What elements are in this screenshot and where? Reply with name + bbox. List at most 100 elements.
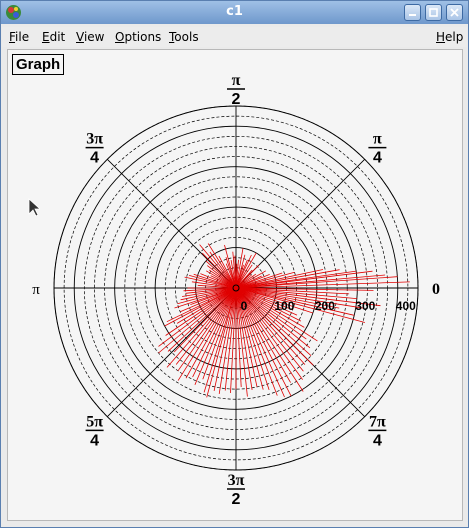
data-spoke bbox=[167, 287, 237, 352]
data-spoke bbox=[191, 281, 237, 289]
data-spoke bbox=[235, 252, 257, 289]
data-spoke bbox=[235, 287, 366, 323]
data-spoke bbox=[185, 287, 237, 294]
data-spoke bbox=[180, 287, 237, 301]
data-spoke bbox=[235, 281, 410, 289]
data-spoke bbox=[235, 287, 270, 391]
data-spoke bbox=[188, 275, 237, 289]
angle-label-denominator: 2 bbox=[232, 91, 241, 108]
data-spoke bbox=[209, 251, 237, 289]
minimize-icon bbox=[409, 14, 416, 16]
radial-tick-label: 200 bbox=[315, 299, 335, 313]
data-spoke bbox=[235, 287, 364, 309]
data-spoke bbox=[235, 287, 355, 316]
data-spoke bbox=[235, 272, 283, 289]
data-spoke bbox=[158, 287, 237, 347]
menu-help[interactable]: Help bbox=[436, 30, 463, 44]
data-spoke bbox=[235, 287, 293, 311]
data-spoke bbox=[235, 269, 324, 289]
data-spoke bbox=[230, 287, 237, 394]
data-spoke bbox=[173, 287, 237, 353]
data-spoke bbox=[175, 287, 237, 365]
angle-label-denominator: 4 bbox=[373, 432, 382, 449]
data-spoke bbox=[200, 273, 237, 289]
maximize-icon bbox=[429, 8, 438, 17]
polar-graph[interactable]: 0 100 200 300 400 0 π 4 π 2 3π 4 π 5π 4 3π 2 7π 4 bbox=[8, 50, 462, 520]
data-spoke bbox=[205, 260, 237, 289]
menu-options[interactable]: Options bbox=[115, 30, 161, 44]
data-spoke bbox=[235, 274, 386, 289]
data-spoke bbox=[206, 287, 237, 398]
polar-grid-spoke bbox=[106, 287, 237, 418]
angle-label-numerator: 7π bbox=[369, 413, 386, 430]
data-spoke bbox=[235, 287, 314, 314]
data-spoke bbox=[235, 269, 340, 289]
title-bar[interactable]: c1 bbox=[1, 1, 468, 24]
menu-edit-label: Edit bbox=[42, 30, 66, 44]
data-spoke bbox=[235, 287, 374, 291]
maximize-button[interactable] bbox=[425, 4, 442, 21]
data-spoke bbox=[235, 287, 303, 380]
data-spoke bbox=[235, 287, 278, 396]
data-spoke bbox=[235, 248, 244, 289]
data-spoke bbox=[213, 287, 237, 391]
graph-title-box: Graph bbox=[12, 54, 65, 75]
angle-label-denominator: 2 bbox=[232, 491, 241, 508]
data-spoke bbox=[235, 287, 306, 365]
radial-tick-label: 300 bbox=[355, 299, 375, 313]
angle-label: π bbox=[32, 282, 40, 298]
data-spoke bbox=[235, 271, 295, 289]
menu-view[interactable]: View bbox=[76, 30, 104, 44]
app-icon bbox=[6, 5, 21, 20]
data-spoke bbox=[218, 287, 237, 394]
menu-view-label: View bbox=[76, 30, 105, 44]
menu-tools-label: Tools bbox=[169, 30, 199, 44]
mouse-pointer-icon bbox=[28, 198, 40, 217]
angle-label-numerator: π bbox=[232, 72, 241, 89]
data-spoke bbox=[235, 287, 314, 366]
data-spoke bbox=[235, 270, 266, 289]
data-spoke bbox=[164, 287, 237, 327]
data-spoke bbox=[235, 287, 357, 299]
data-spoke bbox=[235, 287, 264, 390]
data-spoke bbox=[207, 265, 237, 289]
menu-tools[interactable]: Tools bbox=[169, 30, 199, 44]
close-icon bbox=[450, 8, 459, 17]
data-spoke bbox=[183, 287, 237, 292]
graph-canvas[interactable]: 0 100 200 300 400 0 π 4 π 2 3π 4 π 5π 4 3π 2 7π 4 Graph bbox=[7, 49, 463, 521]
data-spoke bbox=[235, 275, 262, 289]
data-spoke bbox=[218, 255, 237, 289]
data-spoke bbox=[235, 287, 350, 295]
data-spoke bbox=[199, 244, 237, 289]
data-spoke bbox=[235, 287, 340, 309]
data-spoke bbox=[166, 287, 237, 323]
menu-file[interactable]: File bbox=[9, 30, 29, 44]
data-spoke bbox=[235, 287, 291, 383]
data-spoke bbox=[184, 276, 237, 289]
data-spoke bbox=[202, 287, 237, 380]
angle-label-numerator: π bbox=[373, 131, 382, 148]
radial-tick-label: 100 bbox=[274, 299, 294, 313]
menu-edit[interactable]: Edit bbox=[42, 30, 65, 44]
data-spoke bbox=[194, 287, 237, 385]
data-spoke bbox=[230, 260, 237, 289]
data-spoke bbox=[192, 287, 237, 378]
data-spoke bbox=[235, 287, 307, 340]
data-spoke bbox=[182, 287, 237, 297]
data-spoke bbox=[166, 287, 237, 368]
data-spoke bbox=[203, 287, 237, 393]
minimize-button[interactable] bbox=[404, 4, 421, 21]
data-spoke bbox=[235, 287, 305, 328]
close-button[interactable] bbox=[446, 4, 463, 21]
menu-help-label: Help bbox=[436, 30, 464, 44]
data-spoke bbox=[232, 251, 237, 289]
data-spoke bbox=[177, 287, 237, 381]
angle-label-denominator: 4 bbox=[373, 150, 382, 167]
data-spoke bbox=[235, 287, 302, 322]
data-spoke bbox=[235, 287, 248, 397]
radial-tick-label: 400 bbox=[396, 299, 416, 313]
data-spoke bbox=[235, 287, 285, 398]
angle-label-numerator: 3π bbox=[228, 472, 245, 489]
data-spoke bbox=[165, 287, 237, 336]
